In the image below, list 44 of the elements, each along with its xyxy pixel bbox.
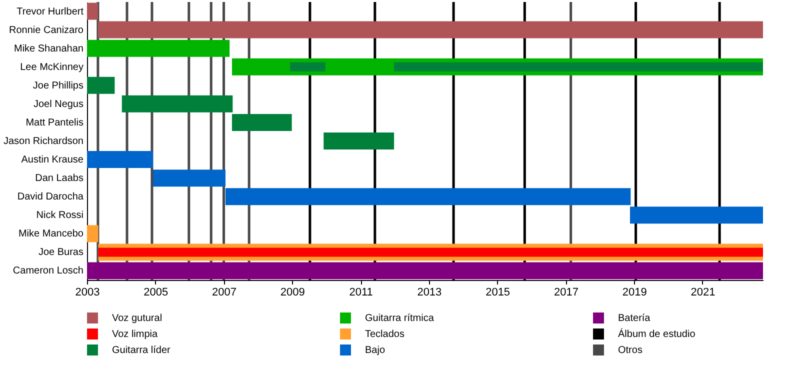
y-tick-label: Jason Richardson: [3, 136, 84, 147]
y-tick-label: Joe Phillips: [32, 80, 84, 92]
x-tick-label: 2005: [144, 286, 168, 298]
bar: [87, 151, 153, 168]
bar: [394, 62, 763, 72]
x-tick-label: 2015: [486, 286, 510, 298]
y-tick-label: Ronnie Canizaro: [9, 24, 84, 36]
bar: [87, 225, 98, 242]
legend-label: Guitarra líder: [112, 345, 172, 356]
bar: [87, 76, 115, 94]
legend-label: Teclados: [365, 329, 404, 340]
bar: [87, 40, 230, 57]
x-tick-label: 2003: [75, 286, 100, 298]
x-tick-label: 2019: [622, 286, 647, 298]
y-tick-label: Joe Buras: [38, 247, 84, 258]
legend-label: Otros: [618, 345, 642, 356]
x-tick-label: 2021: [690, 286, 716, 298]
legend-label: Álbum de estudio: [618, 328, 696, 340]
y-tick-label: Lee McKinney: [20, 62, 84, 73]
bar: [152, 170, 226, 187]
legend-label: Batería: [618, 313, 651, 324]
legend-label: Voz gutural: [112, 313, 162, 324]
bar: [98, 21, 763, 38]
bar: [324, 132, 394, 150]
x-tick-label: 2009: [280, 286, 305, 298]
x-tick-label: 2017: [554, 286, 578, 298]
y-tick-label: Dan Laabs: [35, 173, 84, 184]
y-tick-label: Joel Negus: [33, 98, 84, 110]
y-tick-label: Mike Shanahan: [14, 43, 84, 54]
y-tick-label: Austin Krause: [21, 154, 84, 166]
y-tick-label: Nick Rossi: [36, 210, 84, 222]
y-tick-label: Matt Pantelis: [26, 117, 84, 128]
bar: [98, 248, 763, 257]
y-tick-label: Trevor Hurlbert: [16, 6, 84, 18]
y-tick-label: Cameron Losch: [12, 266, 84, 277]
bar: [87, 2, 98, 20]
x-tick-label: 2007: [212, 286, 237, 298]
x-tick-label: 2011: [349, 286, 373, 298]
x-tick-label: 2013: [417, 286, 442, 298]
legend-label: Bajo: [365, 345, 386, 356]
y-tick-label: Mike Mancebo: [18, 228, 84, 240]
y-tick-label: David Darocha: [17, 192, 84, 203]
legend-label: Voz limpia: [112, 329, 158, 340]
legend-label: Guitarra rítmica: [365, 313, 434, 324]
